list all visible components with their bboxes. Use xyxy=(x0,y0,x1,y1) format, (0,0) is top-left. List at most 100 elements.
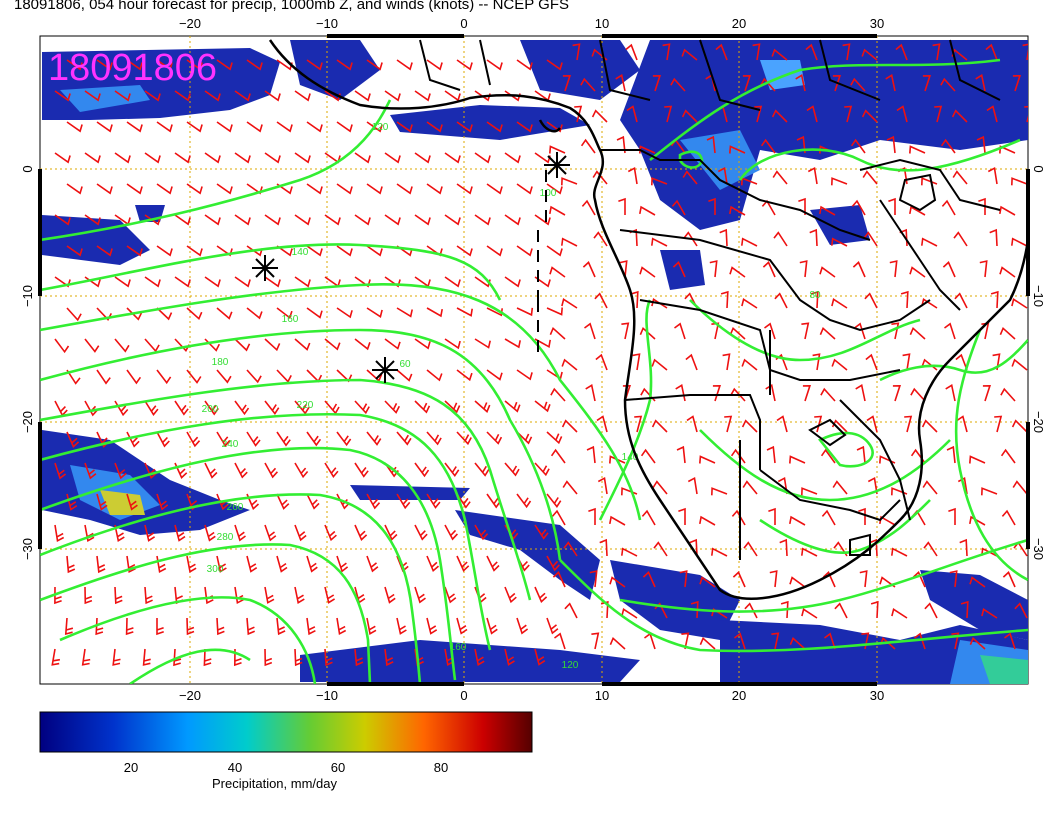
dashed-track xyxy=(537,170,547,360)
wind-barb xyxy=(902,353,911,371)
wind-barb xyxy=(551,509,566,526)
wind-barb xyxy=(654,602,668,619)
wind-barb xyxy=(842,43,851,61)
wind-barb xyxy=(741,237,758,247)
wind-barb xyxy=(699,636,716,650)
frame-bars xyxy=(38,34,1030,686)
wind-barb xyxy=(859,570,868,588)
wind-barb xyxy=(396,183,413,195)
wind-barb xyxy=(396,617,407,635)
wind-barb xyxy=(186,59,203,71)
wind-barb xyxy=(844,105,853,123)
wind-barb xyxy=(866,415,878,433)
wind-barb xyxy=(174,400,189,416)
wind-barb xyxy=(732,571,746,588)
wind-barb xyxy=(486,183,503,195)
wind-barb xyxy=(789,576,806,588)
wind-barb xyxy=(234,462,248,479)
wind-barb xyxy=(144,214,161,226)
wind-barb xyxy=(1014,602,1028,619)
wind-barb xyxy=(504,152,521,164)
wind-barb xyxy=(720,290,729,309)
wind-barb xyxy=(954,292,968,309)
wind-barb xyxy=(534,338,551,349)
y-tick-label: −30 xyxy=(20,538,35,560)
colorbar-tick-label: 40 xyxy=(228,760,242,775)
wind-barb xyxy=(414,462,430,478)
wind-barb xyxy=(679,570,688,588)
wind-barb xyxy=(336,617,347,636)
wind-barb xyxy=(204,524,216,542)
y-tick-label: −20 xyxy=(1031,411,1046,433)
wind-barb xyxy=(276,493,290,510)
wind-barb xyxy=(203,648,212,667)
wind-barb xyxy=(126,493,138,511)
wind-barb xyxy=(621,608,638,619)
wind-barb xyxy=(706,135,716,154)
wind-barb xyxy=(234,524,246,542)
wind-barb xyxy=(819,266,836,278)
contour-label: 220 xyxy=(297,400,314,411)
wind-barb xyxy=(574,105,583,123)
wind-barb xyxy=(741,419,758,433)
wind-barb xyxy=(366,59,383,71)
wind-barb xyxy=(760,77,776,92)
wind-barb xyxy=(820,387,836,402)
wind-barb xyxy=(589,570,598,588)
wind-barb xyxy=(681,632,690,650)
wind-barb xyxy=(156,618,164,636)
wind-barb xyxy=(426,121,443,133)
wind-barb xyxy=(855,384,866,402)
wind-barb xyxy=(396,493,411,510)
wind-barb xyxy=(651,237,668,247)
wind-barb xyxy=(831,358,848,371)
wind-barb xyxy=(51,648,61,666)
wind-barb xyxy=(444,524,458,541)
wind-barb xyxy=(324,214,341,226)
wind-barb xyxy=(174,524,186,542)
wind-barb xyxy=(474,400,491,413)
wind-barb xyxy=(66,307,82,322)
wind-barb xyxy=(580,77,596,92)
wind-barb xyxy=(204,214,221,226)
wind-barb xyxy=(486,369,503,381)
wind-barb xyxy=(822,571,836,588)
wind-barb xyxy=(941,199,956,216)
wind-barb xyxy=(863,231,878,247)
wind-barb xyxy=(294,276,311,288)
wind-barb xyxy=(336,307,353,319)
wind-barb xyxy=(969,636,986,650)
wind-barb xyxy=(552,571,566,588)
asterisk-marker xyxy=(372,357,398,383)
wind-barb xyxy=(264,400,280,415)
x-tick-label: 10 xyxy=(595,16,609,31)
wind-barb xyxy=(774,292,788,309)
wind-barb xyxy=(474,338,491,349)
wind-barb xyxy=(599,538,608,557)
wind-barb xyxy=(384,648,394,667)
wind-barb xyxy=(546,121,563,133)
wind-barb xyxy=(246,431,261,447)
wind-barb xyxy=(921,237,938,247)
wind-barb xyxy=(896,105,908,123)
wind-barb xyxy=(426,431,442,446)
wind-barb xyxy=(66,245,83,257)
wind-barb xyxy=(114,524,125,542)
wind-barb xyxy=(651,419,668,433)
wind-barb xyxy=(444,152,461,164)
wind-barb xyxy=(264,338,281,352)
wind-barb xyxy=(891,322,900,340)
wind-barb xyxy=(234,338,251,352)
wind-barb xyxy=(534,400,551,413)
wind-barb xyxy=(909,266,926,278)
wind-barb xyxy=(592,170,608,185)
wind-barb xyxy=(354,462,369,478)
wind-barb xyxy=(888,197,896,215)
wind-barb xyxy=(64,617,74,636)
wind-barb xyxy=(549,266,566,278)
wind-barb xyxy=(234,214,251,226)
wind-barb xyxy=(186,121,203,133)
wind-barb xyxy=(711,547,728,557)
wind-barb xyxy=(156,245,173,257)
wind-barb xyxy=(810,290,819,309)
